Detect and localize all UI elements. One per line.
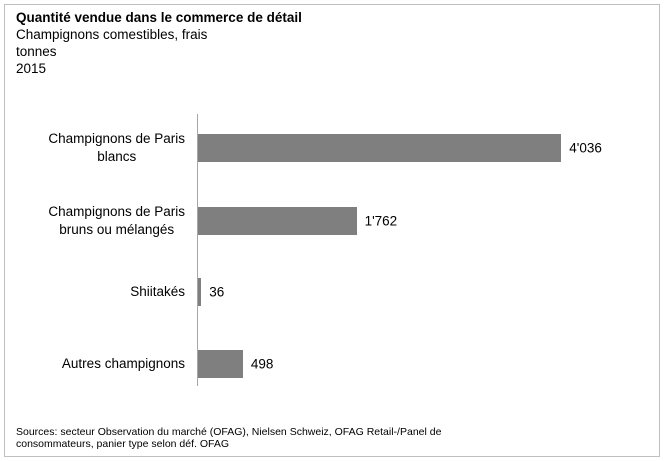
unit: tonnes xyxy=(16,44,57,59)
category-label: Champignons de Paris blancs xyxy=(48,131,185,164)
value-label: 36 xyxy=(209,284,225,300)
category-label: Champignons de Paris bruns ou mélangés xyxy=(48,204,185,237)
value-label: 1'762 xyxy=(364,213,398,229)
bar xyxy=(198,134,562,162)
value-label: 4'036 xyxy=(569,140,602,156)
value-label: 498 xyxy=(250,356,274,372)
chart-title: Quantité vendue dans le commerce de déta… xyxy=(16,10,302,25)
axis-line xyxy=(197,114,198,386)
category-label: Shiitakés xyxy=(130,284,185,299)
bar xyxy=(198,207,357,235)
bar xyxy=(198,278,202,306)
year: 2015 xyxy=(16,61,47,76)
source: Sources: secteur Observation du marché (… xyxy=(16,426,442,450)
frame xyxy=(4,4,660,457)
category-label: Autres champignons xyxy=(61,356,185,371)
subtitle: Champignons comestibles, frais xyxy=(16,27,208,42)
bar xyxy=(198,350,243,378)
